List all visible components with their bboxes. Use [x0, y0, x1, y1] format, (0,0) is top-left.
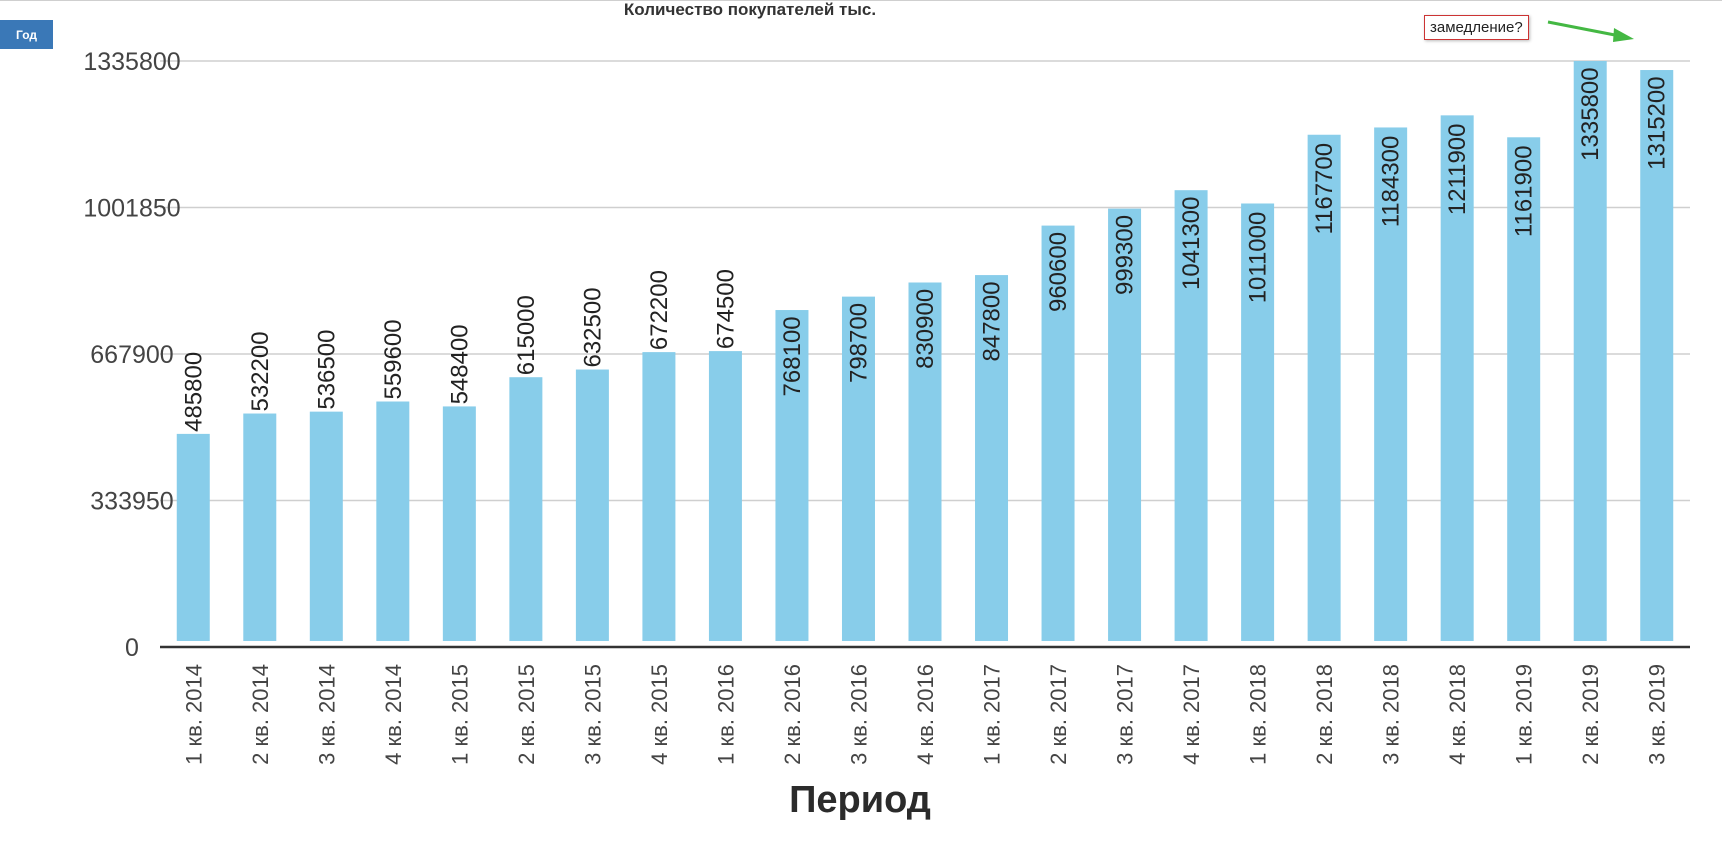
x-tick-label: 3 кв. 2014: [314, 664, 339, 765]
data-label: 536500: [313, 330, 340, 410]
bar: [1640, 70, 1674, 641]
x-tick-label: 3 кв. 2019: [1645, 664, 1670, 765]
y-axis-ticks: 0 333950 667900 1001850 1335800: [83, 48, 180, 662]
bar: [1573, 61, 1607, 641]
data-label: 798700: [845, 303, 872, 383]
y-tick-label: 333950: [90, 488, 173, 516]
bar: [1241, 203, 1275, 641]
x-tick-label: 2 кв. 2016: [780, 664, 805, 765]
bar: [1108, 208, 1142, 641]
x-tick-label: 2 кв. 2014: [248, 664, 273, 765]
x-tick-label: 4 кв. 2018: [1445, 664, 1470, 765]
x-tick-label: 2 кв. 2019: [1578, 664, 1603, 765]
bar: [775, 310, 809, 641]
data-label: 632500: [579, 287, 606, 367]
data-label: 830900: [912, 289, 939, 369]
bar: [176, 433, 210, 641]
data-label: 674500: [712, 269, 739, 349]
bar: [575, 369, 609, 641]
data-label: 1161900: [1511, 145, 1538, 237]
x-tick-label: 2 кв. 2015: [514, 664, 539, 765]
x-tick-label: 4 кв. 2014: [381, 664, 406, 765]
bar: [1041, 225, 1075, 642]
bar: [1174, 190, 1208, 642]
x-tick-label: 4 кв. 2017: [1179, 664, 1204, 765]
data-label: 768100: [779, 316, 806, 396]
data-label: 1211900: [1444, 123, 1471, 215]
x-tick-label: 3 кв. 2018: [1379, 664, 1404, 765]
year-period-button[interactable]: Год: [0, 20, 53, 49]
annotation-arrow: [1547, 20, 1634, 42]
y-tick-label: 1335800: [83, 48, 180, 76]
x-tick-label: 4 кв. 2015: [647, 664, 672, 765]
data-label: 1041300: [1178, 197, 1205, 290]
data-label: 615000: [513, 295, 540, 375]
bar: [1507, 137, 1541, 642]
x-axis-title: Период: [789, 779, 931, 821]
bar: [908, 282, 942, 641]
data-label: 485800: [180, 352, 207, 432]
bar: [243, 413, 277, 641]
data-label: 999300: [1112, 215, 1139, 295]
x-tick-label: 3 кв. 2017: [1113, 664, 1138, 765]
x-tick-label: 1 кв. 2014: [181, 664, 206, 765]
data-label: 960600: [1045, 232, 1072, 312]
y-tick-label: 0: [125, 634, 139, 662]
annotation-note: замедление?: [1424, 15, 1529, 40]
bar: [376, 401, 410, 641]
x-tick-label: 1 кв. 2017: [980, 664, 1005, 765]
x-tick-label: 2 кв. 2018: [1312, 664, 1337, 765]
data-label: 532200: [247, 331, 274, 411]
bar: [841, 296, 875, 641]
data-label: 1167700: [1311, 143, 1338, 235]
data-label: 1184300: [1378, 136, 1405, 228]
bar: [309, 411, 343, 641]
data-label: 559600: [380, 319, 407, 399]
x-tick-label: 1 кв. 2019: [1512, 664, 1537, 765]
chart-title: Количество покупателей тыс.: [623, 0, 877, 19]
bars: [176, 61, 1674, 642]
data-label: 548400: [446, 324, 473, 404]
bar: [1440, 115, 1474, 641]
x-tick-label: 4 кв. 2016: [913, 664, 938, 765]
data-label: 847800: [979, 281, 1006, 361]
x-tick-label: 3 кв. 2016: [846, 664, 871, 765]
data-label: 1011000: [1245, 212, 1272, 304]
data-labels: 485800 532200 536500 559600 548400 615000 6325…: [180, 67, 1670, 432]
y-tick-label: 1001850: [83, 195, 180, 223]
x-tick-label: 1 кв. 2016: [713, 664, 738, 765]
bar: [642, 352, 676, 641]
x-axis-ticks: 1 кв. 2014 2 кв. 2014 3 кв. 2014 4 кв. 2014…: [181, 664, 1669, 765]
data-label: 1335800: [1577, 67, 1604, 160]
bar: [442, 406, 476, 641]
x-tick-label: 1 кв. 2018: [1246, 664, 1271, 765]
bar: [1307, 134, 1341, 641]
y-tick-label: 667900: [90, 341, 173, 369]
top-border: [0, 0, 1722, 1]
bar: [708, 351, 742, 641]
bar: [975, 275, 1009, 641]
x-tick-label: 1 кв. 2015: [447, 664, 472, 765]
bar: [509, 377, 543, 641]
data-label: 672200: [646, 270, 673, 350]
x-tick-label: 3 кв. 2015: [580, 664, 605, 765]
data-label: 1315200: [1644, 76, 1671, 169]
x-tick-label: 2 кв. 2017: [1046, 664, 1071, 765]
bar: [1374, 127, 1408, 641]
